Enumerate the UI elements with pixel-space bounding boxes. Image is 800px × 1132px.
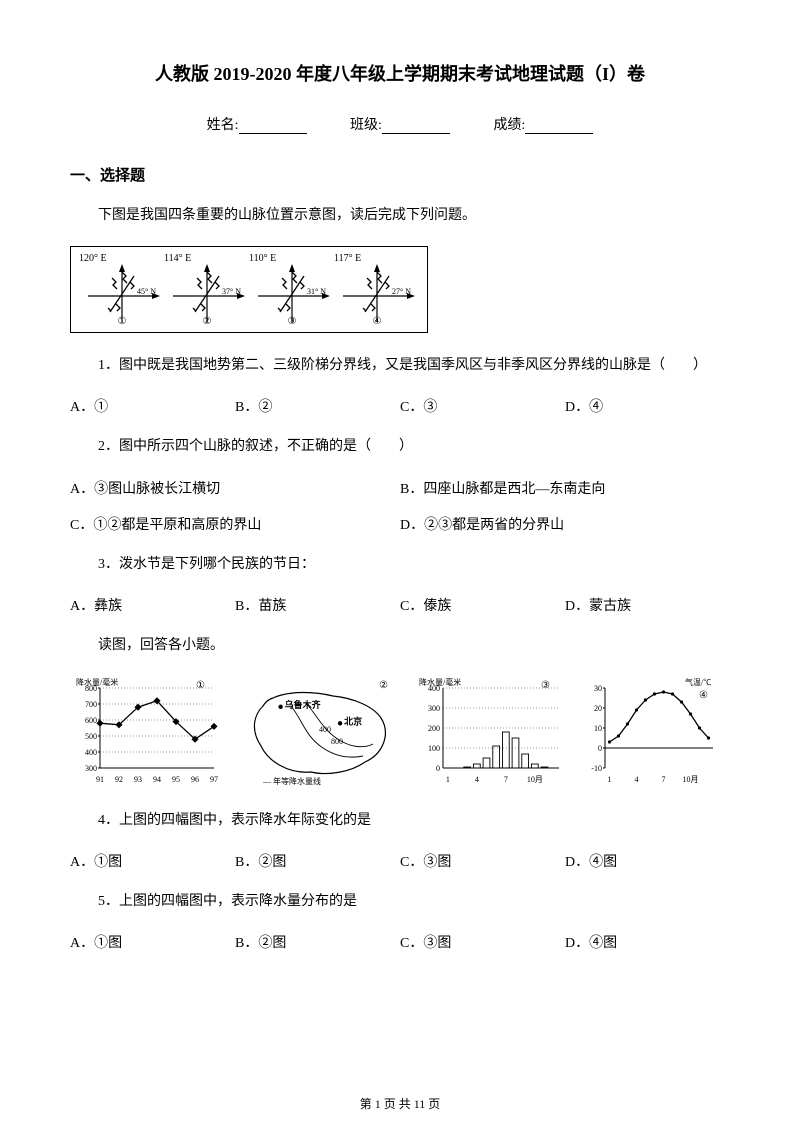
svg-text:37° N: 37° N bbox=[222, 287, 241, 296]
q2-stem: 2．图中所示四个山脉的叙述，不正确的是（ ） bbox=[70, 434, 730, 459]
q3-options: A．彝族 B．苗族 C．傣族 D．蒙古族 bbox=[70, 595, 730, 615]
svg-text:乌鲁木齐: 乌鲁木齐 bbox=[285, 699, 322, 710]
svg-text:97: 97 bbox=[210, 775, 218, 784]
class-label: 班级: bbox=[350, 118, 382, 133]
svg-text:②: ② bbox=[202, 316, 211, 326]
svg-text:④: ④ bbox=[699, 690, 708, 701]
svg-text:10: 10 bbox=[594, 724, 602, 733]
q1-opt-c[interactable]: C．③ bbox=[400, 396, 565, 416]
score-blank[interactable] bbox=[525, 118, 593, 134]
svg-text:95: 95 bbox=[172, 775, 180, 784]
svg-text:— 年等降水量线: — 年等降水量线 bbox=[262, 776, 321, 786]
q5-opt-a[interactable]: A．①图 bbox=[70, 932, 235, 952]
svg-text:93: 93 bbox=[134, 775, 142, 784]
svg-text:③: ③ bbox=[541, 680, 550, 691]
svg-text:4: 4 bbox=[475, 775, 479, 784]
exam-title: 人教版 2019-2020 年度八年级上学期期末考试地理试题（I）卷 bbox=[70, 60, 730, 86]
svg-text:800: 800 bbox=[331, 737, 343, 746]
svg-text:700: 700 bbox=[85, 700, 97, 709]
q5-opt-b[interactable]: B．②图 bbox=[235, 932, 400, 952]
svg-text:94: 94 bbox=[153, 775, 161, 784]
chart-4: 气温/℃ ④ -10 0 10 20 30 1 4 7 10月 bbox=[579, 676, 730, 786]
svg-text:500: 500 bbox=[85, 732, 97, 741]
chart-row: 降水量/毫米 ① 3004005006007008009192939495969… bbox=[70, 676, 730, 786]
q5-options: A．①图 B．②图 C．③图 D．④图 bbox=[70, 932, 730, 952]
q4-stem: 4．上图的四幅图中，表示降水年际变化的是 bbox=[70, 808, 730, 833]
svg-text:1: 1 bbox=[446, 775, 450, 784]
svg-text:31° N: 31° N bbox=[307, 287, 326, 296]
chart-3: 降水量/毫米 ③ 0 100 200 300 400 1 4 7 10月 bbox=[415, 676, 566, 786]
page-footer: 第 1 页 共 11 页 bbox=[0, 1095, 800, 1112]
svg-text:②: ② bbox=[379, 680, 388, 691]
q5-stem: 5．上图的四幅图中，表示降水量分布的是 bbox=[70, 889, 730, 914]
q1-opt-a[interactable]: A．① bbox=[70, 396, 235, 416]
q4-opt-d[interactable]: D．④图 bbox=[565, 851, 730, 871]
svg-text:300: 300 bbox=[428, 704, 440, 713]
svg-text:①: ① bbox=[117, 316, 126, 326]
intro-2: 读图，回答各小题。 bbox=[70, 633, 730, 658]
svg-text:4: 4 bbox=[634, 775, 638, 784]
q5-opt-d[interactable]: D．④图 bbox=[565, 932, 730, 952]
svg-text:7: 7 bbox=[661, 775, 665, 784]
q3-opt-d[interactable]: D．蒙古族 bbox=[565, 595, 730, 615]
svg-text:100: 100 bbox=[428, 744, 440, 753]
svg-text:北京: 北京 bbox=[344, 715, 362, 726]
svg-text:400: 400 bbox=[319, 725, 331, 734]
svg-text:降水量/毫米: 降水量/毫米 bbox=[419, 677, 461, 687]
intro-1: 下图是我国四条重要的山脉位置示意图，读后完成下列问题。 bbox=[70, 203, 730, 228]
chart-1: 降水量/毫米 ① 300 400 500 600 700 800 91 92 93 94 95 96 9… bbox=[70, 676, 221, 786]
q4-opt-c[interactable]: C．③图 bbox=[400, 851, 565, 871]
svg-text:200: 200 bbox=[428, 724, 440, 733]
q4-opt-a[interactable]: A．①图 bbox=[70, 851, 235, 871]
q1-opt-d[interactable]: D．④ bbox=[565, 396, 730, 416]
section-1-heading: 一、选择题 bbox=[70, 164, 730, 185]
svg-text:20: 20 bbox=[594, 704, 602, 713]
q2-opt-a[interactable]: A．③图山脉被长江横切 bbox=[70, 478, 400, 498]
name-label: 姓名: bbox=[207, 118, 239, 133]
q4-options: A．①图 B．②图 C．③图 D．④图 bbox=[70, 851, 730, 871]
svg-text:10月: 10月 bbox=[682, 775, 698, 784]
q2-opt-b[interactable]: B．四座山脉都是西北—东南走向 bbox=[400, 478, 730, 498]
q4-opt-b[interactable]: B．②图 bbox=[235, 851, 400, 871]
class-blank[interactable] bbox=[382, 118, 450, 134]
chart-2: ② 400 800 乌鲁木齐北京 — 年等降水量线 bbox=[233, 676, 403, 786]
svg-text:10月: 10月 bbox=[527, 775, 543, 784]
svg-text:气温/℃: 气温/℃ bbox=[685, 677, 711, 687]
q5-opt-c[interactable]: C．③图 bbox=[400, 932, 565, 952]
name-blank[interactable] bbox=[239, 118, 307, 134]
svg-text:①: ① bbox=[196, 680, 205, 691]
q1-options: A．① B．② C．③ D．④ bbox=[70, 396, 730, 416]
svg-text:800: 800 bbox=[85, 684, 97, 693]
svg-text:1: 1 bbox=[607, 775, 611, 784]
svg-text:0: 0 bbox=[436, 764, 440, 773]
svg-text:92: 92 bbox=[115, 775, 123, 784]
q3-opt-c[interactable]: C．傣族 bbox=[400, 595, 565, 615]
svg-text:7: 7 bbox=[504, 775, 508, 784]
svg-text:600: 600 bbox=[85, 716, 97, 725]
q1-stem: 1．图中既是我国地势第二、三级阶梯分界线，又是我国季风区与非季风区分界线的山脉是… bbox=[70, 353, 730, 378]
q2-opt-d[interactable]: D．②③都是两省的分界山 bbox=[400, 514, 730, 534]
svg-text:400: 400 bbox=[428, 684, 440, 693]
q2-options: A．③图山脉被长江横切 B．四座山脉都是西北—东南走向 C．①②都是平原和高原的… bbox=[70, 478, 730, 534]
svg-text:0: 0 bbox=[598, 744, 602, 753]
svg-text:91: 91 bbox=[96, 775, 104, 784]
svg-text:27° N: 27° N bbox=[392, 287, 411, 296]
svg-text:-10: -10 bbox=[591, 764, 602, 773]
student-info: 姓名: 班级: 成绩: bbox=[70, 114, 730, 134]
q3-stem: 3．泼水节是下列哪个民族的节日： bbox=[70, 552, 730, 577]
svg-text:45° N: 45° N bbox=[137, 287, 156, 296]
svg-text:④: ④ bbox=[372, 316, 381, 326]
q1-opt-b[interactable]: B．② bbox=[235, 396, 400, 416]
score-label: 成绩: bbox=[493, 118, 525, 133]
svg-text:300: 300 bbox=[85, 764, 97, 773]
svg-text:降水量/毫米: 降水量/毫米 bbox=[76, 677, 118, 687]
svg-text:400: 400 bbox=[85, 748, 97, 757]
svg-text:30: 30 bbox=[594, 684, 602, 693]
q3-opt-b[interactable]: B．苗族 bbox=[235, 595, 400, 615]
svg-text:96: 96 bbox=[191, 775, 199, 784]
q3-opt-a[interactable]: A．彝族 bbox=[70, 595, 235, 615]
mountain-figure: 120° E 45° N ① 114° E 37° N ② bbox=[70, 246, 730, 333]
q2-opt-c[interactable]: C．①②都是平原和高原的界山 bbox=[70, 514, 400, 534]
svg-text:③: ③ bbox=[287, 316, 296, 326]
